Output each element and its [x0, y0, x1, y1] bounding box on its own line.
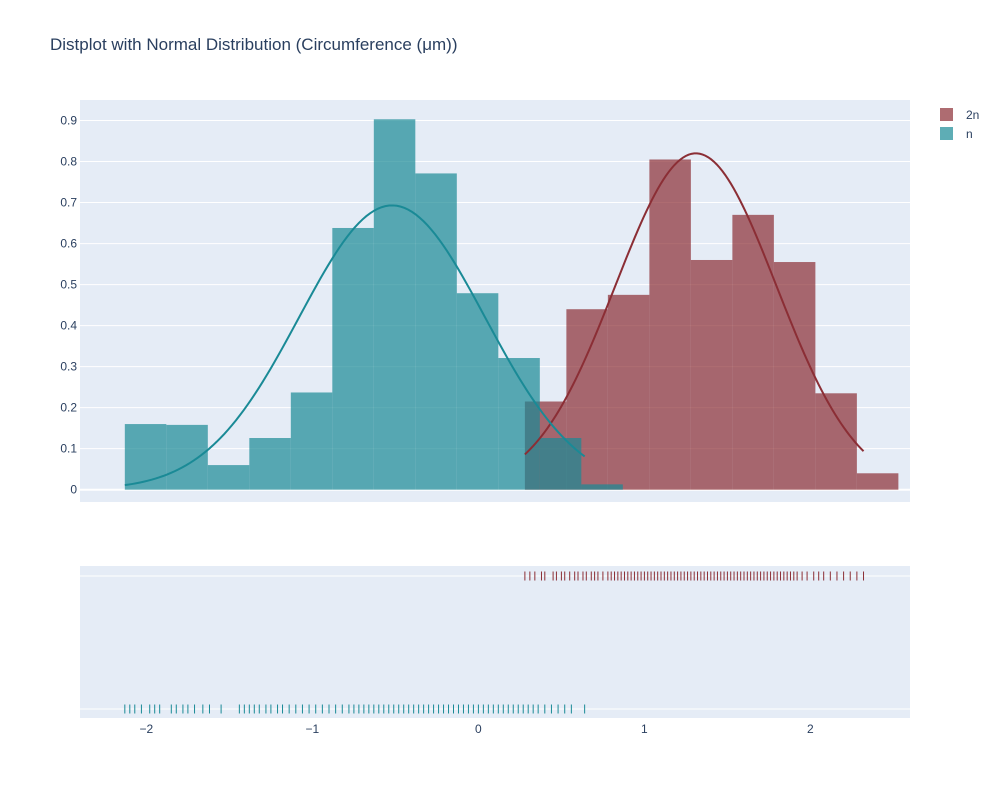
histogram-bar-n[interactable] [539, 438, 582, 490]
histogram-bar-2n[interactable] [815, 393, 857, 490]
y-tick-label: 0.2 [60, 401, 77, 415]
legend-item-n[interactable]: n [940, 127, 973, 141]
x-tick-label: 1 [641, 722, 648, 736]
x-tick-label: 0 [475, 722, 482, 736]
rug-gridlines [80, 575, 910, 710]
histogram-bar-n[interactable] [332, 227, 374, 490]
normal-curve-n[interactable] [124, 204, 586, 487]
y-tick-labels: 0 0.1 0.2 0.3 0.4 0.5 0.6 0.7 0.8 0.9 [60, 114, 77, 497]
rug-marks[interactable] [124, 571, 865, 714]
histogram-bar-2n[interactable] [690, 259, 733, 490]
histogram-bar-2n[interactable] [649, 159, 691, 490]
y-tick-label: 0.1 [60, 442, 77, 456]
histogram-bar-n[interactable] [456, 293, 499, 490]
histogram-bar-2n[interactable] [773, 262, 816, 490]
y-tick-label: 0.7 [60, 196, 77, 210]
normal-curves[interactable] [124, 152, 865, 487]
histogram-bar-n[interactable] [290, 392, 333, 490]
rug-plot: −2 −1 0 1 2 [80, 566, 910, 736]
legend-item-2n[interactable]: 2n [940, 108, 979, 122]
histogram-bar-n[interactable] [498, 358, 540, 490]
histogram-bar-n[interactable] [581, 484, 623, 490]
legend-swatch [940, 127, 953, 140]
y-tick-label: 0.9 [60, 114, 77, 128]
histogram-bar-n[interactable] [207, 465, 250, 490]
legend-label: 2n [966, 108, 979, 122]
legend-label: n [966, 127, 973, 141]
histogram-bar-n[interactable] [124, 424, 167, 490]
y-tick-label: 0 [70, 483, 77, 497]
x-tick-labels: −2 −1 0 1 2 [140, 722, 815, 736]
histogram-bar-n[interactable] [249, 438, 291, 490]
normal-curve-2n[interactable] [524, 152, 865, 456]
histogram-bar-2n[interactable] [732, 214, 774, 490]
legend: 2n n [940, 108, 979, 141]
histogram-bar-n[interactable] [373, 119, 416, 490]
legend-swatch [940, 108, 953, 121]
y-tick-label: 0.6 [60, 237, 77, 251]
x-tick-label: −2 [140, 722, 154, 736]
histogram-bar-n[interactable] [415, 173, 457, 490]
y-tick-label: 0.8 [60, 155, 77, 169]
y-tick-label: 0.4 [60, 319, 77, 333]
x-tick-label: 2 [807, 722, 814, 736]
y-tick-label: 0.5 [60, 278, 77, 292]
main-plot: 0 0.1 0.2 0.3 0.4 0.5 0.6 0.7 0.8 0.9 [60, 100, 910, 502]
histogram-bar-n[interactable] [166, 424, 208, 490]
chart-title: Distplot with Normal Distribution (Circu… [50, 35, 458, 54]
rug-plot-background [80, 566, 910, 718]
histogram-bar-2n[interactable] [607, 294, 650, 490]
histogram-bar-2n[interactable] [856, 473, 899, 490]
y-tick-label: 0.3 [60, 360, 77, 374]
x-tick-label: −1 [306, 722, 320, 736]
